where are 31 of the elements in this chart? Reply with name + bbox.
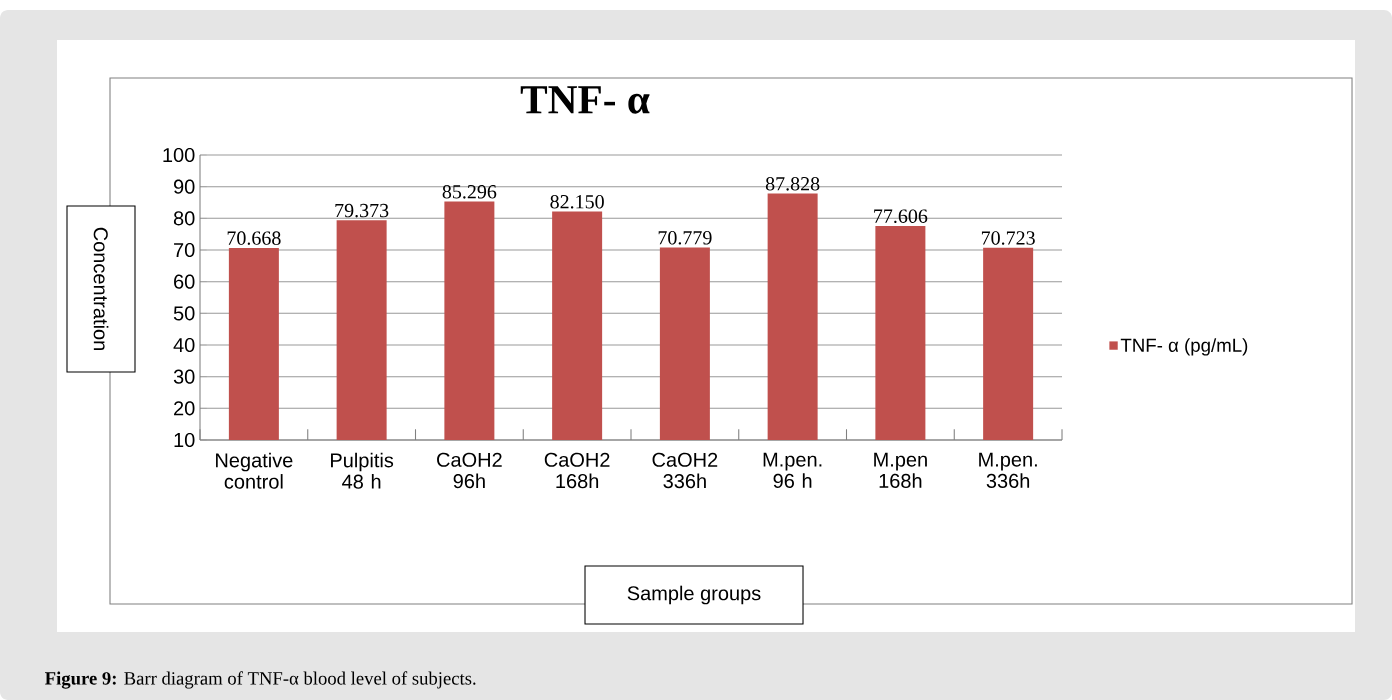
x-axis-title: Sample groups <box>627 585 761 605</box>
y-tick-label: 50 <box>173 306 195 321</box>
y-tick-label: 60 <box>174 274 195 289</box>
x-tick-label: M.pen 168h <box>874 452 927 488</box>
text: 79.373 <box>335 203 389 218</box>
x-tick-label: CaOH2 96h <box>437 452 502 489</box>
legend-label: TNF- α (pg/mL) <box>1120 338 1248 356</box>
x-tick-label: Pulpitis 48 h <box>331 452 394 489</box>
y-tick-label: 30 <box>173 369 195 384</box>
text: 82.150 <box>550 195 604 209</box>
text: 87.828 <box>765 177 820 191</box>
x-tick-label: M.pen. 336h <box>979 452 1037 488</box>
y-tick-label: 100 <box>163 147 195 163</box>
y-tick-label: 80 <box>173 211 195 226</box>
y-tick-label: 90 <box>173 179 195 194</box>
y-axis-title: Concentration <box>93 227 109 350</box>
x-tick-label: Negative control <box>216 452 293 489</box>
text: 85.296 <box>442 185 497 199</box>
y-tick-label: 10 <box>174 432 195 448</box>
text: 70.779 <box>658 231 712 245</box>
text: Figure 9: Barr diagram of TNF-α blood level of subjects. <box>45 671 476 689</box>
x-tick-label: CaOH2 168h <box>544 452 610 489</box>
text: 70.723 <box>981 231 1035 245</box>
text: 77.606 <box>874 209 928 223</box>
x-tick-label: CaOH2 336h <box>652 452 718 489</box>
y-tick-label: 20 <box>174 401 195 416</box>
y-tick-label: 70 <box>174 242 195 258</box>
chart-title: TNF- α <box>520 86 650 114</box>
y-tick-label: 40 <box>173 337 195 353</box>
text: 70.668 <box>227 231 281 245</box>
x-tick-label: M.pen. 96 h <box>763 452 822 488</box>
